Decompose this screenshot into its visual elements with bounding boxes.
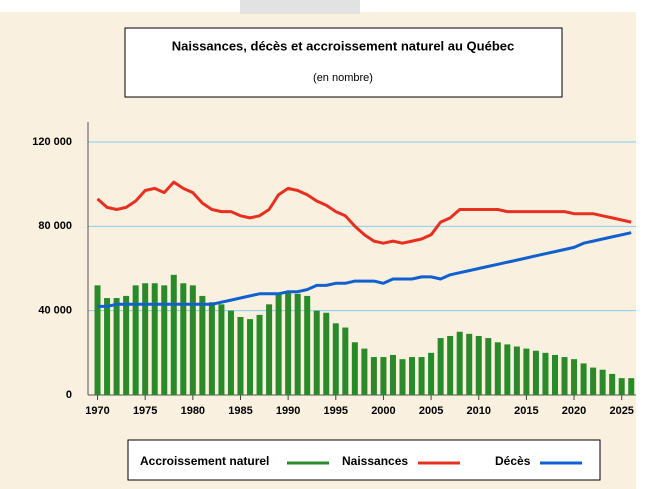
- bar: [447, 335, 454, 395]
- bar: [494, 342, 501, 395]
- bar: [523, 348, 530, 395]
- bar: [294, 293, 301, 395]
- legend-label: Accroissement naturel: [140, 454, 269, 468]
- bar: [542, 352, 549, 395]
- legend-box: [127, 439, 601, 481]
- bar: [551, 354, 558, 395]
- bar: [361, 348, 368, 395]
- bar: [104, 298, 111, 395]
- bar: [304, 295, 311, 395]
- bar: [332, 323, 339, 395]
- bar: [161, 285, 168, 395]
- bar: [180, 283, 187, 395]
- bar: [456, 331, 463, 395]
- bar: [485, 338, 492, 395]
- tab: [240, 0, 360, 14]
- bar: [609, 373, 616, 395]
- bar: [389, 354, 396, 395]
- x-tick-label: 1990: [276, 405, 300, 417]
- x-tick-label: 2005: [419, 405, 443, 417]
- bar: [628, 378, 635, 395]
- bar: [256, 314, 263, 395]
- bar: [618, 378, 625, 395]
- y-tick-label: 80 000: [38, 220, 72, 232]
- bar: [313, 310, 320, 395]
- bar: [561, 357, 568, 395]
- bar: [370, 357, 377, 395]
- bar: [189, 285, 196, 395]
- bar: [399, 359, 406, 395]
- y-tick-label: 120 000: [32, 136, 72, 148]
- x-tick-label: 2010: [467, 405, 491, 417]
- bar: [475, 335, 482, 395]
- line: [96, 180, 632, 245]
- bar: [418, 357, 425, 395]
- bar: [351, 342, 358, 395]
- bar: [199, 295, 206, 395]
- bar: [208, 302, 215, 395]
- bar: [504, 344, 511, 395]
- bar: [571, 359, 578, 395]
- x-tick-label: 2000: [371, 405, 395, 417]
- bar: [580, 363, 587, 395]
- chart-subtitle: (en nombre): [313, 72, 373, 84]
- bar: [590, 367, 597, 395]
- x-tick-label: 1980: [181, 405, 205, 417]
- bar: [266, 304, 273, 395]
- bar: [342, 327, 349, 395]
- bar: [409, 357, 416, 395]
- bar: [285, 291, 292, 395]
- bar: [123, 295, 130, 395]
- bar: [466, 333, 473, 395]
- bar: [151, 283, 158, 395]
- x-tick-label: 1975: [133, 405, 157, 417]
- bar: [237, 316, 244, 395]
- x-tick-label: 1985: [228, 405, 252, 417]
- bar: [227, 310, 234, 395]
- y-tick-label: 0: [66, 389, 72, 401]
- title-box: [124, 27, 563, 98]
- bar: [170, 274, 177, 395]
- bar: [380, 357, 387, 395]
- legend-label: Décès: [495, 454, 531, 468]
- bar: [218, 304, 225, 395]
- x-tick-label: 2020: [562, 405, 586, 417]
- bar: [247, 319, 254, 395]
- bar: [132, 285, 139, 395]
- bar: [275, 293, 282, 395]
- bar: [94, 285, 101, 395]
- x-tick-label: 2025: [609, 405, 633, 417]
- x-tick-label: 1970: [85, 405, 109, 417]
- bar: [599, 369, 606, 395]
- chart-title: Naissances, décès et accroissement natur…: [172, 38, 515, 53]
- y-tick-label: 40 000: [38, 305, 72, 317]
- line: [97, 231, 632, 308]
- bar: [323, 312, 330, 395]
- legend-label: Naissances: [342, 454, 408, 468]
- x-tick-label: 2015: [514, 405, 538, 417]
- bar: [513, 346, 520, 395]
- bar: [142, 283, 149, 395]
- bar: [113, 298, 120, 395]
- bar: [532, 350, 539, 395]
- bar: [428, 352, 435, 395]
- x-tick-label: 1995: [324, 405, 348, 417]
- bar: [437, 338, 444, 395]
